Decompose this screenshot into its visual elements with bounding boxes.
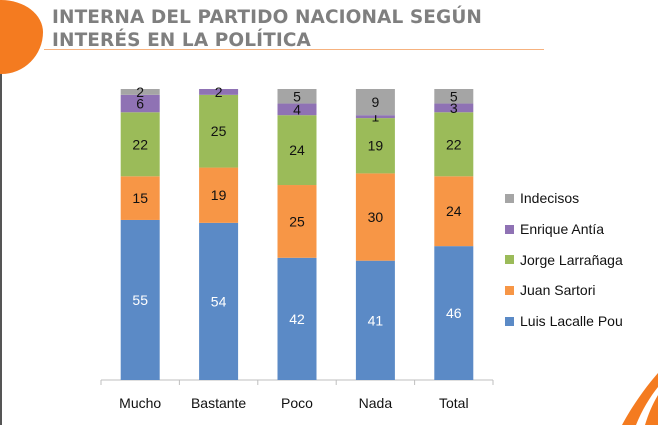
bar-segment-juan-sartori [120, 176, 160, 220]
data-label: 4 [293, 101, 301, 117]
stacked-bar-chart: 55152262Mucho5419252Bastante42252445Poco… [100, 84, 494, 411]
legend-swatch [505, 316, 514, 326]
bar-segment-luis-lacalle-pou [277, 257, 317, 380]
bar-segment-enrique-ant-a [277, 103, 317, 116]
legend-item: Indecisos [505, 183, 645, 214]
bar-segment-jorge-larra-aga [434, 112, 474, 177]
data-label: 2 [136, 84, 144, 100]
legend: Indecisos Enrique Antía Jorge Larrañaga Jua… [505, 183, 645, 336]
data-label: 19 [211, 187, 227, 203]
data-label: 5 [293, 88, 301, 104]
data-label: 1 [372, 109, 380, 125]
data-label: 54 [211, 293, 227, 309]
data-label: 3 [450, 100, 458, 116]
bar-segment-juan-sartori [277, 185, 317, 258]
data-label: 55 [132, 292, 148, 308]
data-label: 2 [215, 84, 223, 100]
data-label: 25 [289, 213, 305, 229]
data-label: 5 [450, 88, 458, 104]
category-label: Total [439, 395, 469, 411]
slide-title: INTERNA DEL PARTIDO NACIONAL SEGÚN INTER… [52, 7, 483, 51]
bar-segment-juan-sartori [355, 173, 395, 261]
bar-segment-luis-lacalle-pou [355, 260, 395, 380]
data-label: 22 [132, 136, 148, 152]
legend-label: Jorge Larrañaga [520, 251, 623, 268]
legend-item: Jorge Larrañaga [505, 244, 645, 275]
legend-item: Enrique Antía [505, 214, 645, 245]
bar-segment-enrique-ant-a [355, 115, 395, 119]
bar-segment-luis-lacalle-pou [434, 246, 474, 380]
legend-swatch [505, 224, 514, 234]
bar-segment-jorge-larra-aga [199, 94, 239, 168]
legend-swatch [505, 255, 514, 265]
data-label: 24 [289, 142, 305, 158]
bar-segment-juan-sartori [199, 167, 239, 223]
legend-label: Indecisos [520, 190, 580, 207]
category-label: Bastante [191, 395, 246, 411]
data-label: 15 [132, 190, 148, 206]
bar-segment-jorge-larra-aga [277, 115, 317, 186]
bar-segment-jorge-larra-aga [355, 118, 395, 174]
legend-swatch [505, 285, 514, 295]
data-label: 42 [289, 311, 305, 327]
legend-swatch [505, 193, 514, 203]
legend-item: Luis Lacalle Pou [505, 306, 645, 337]
bar-segment-luis-lacalle-pou [120, 219, 160, 380]
legend-item: Juan Sartori [505, 275, 645, 306]
bar-segment-indecisos [277, 89, 317, 104]
bar-segment-enrique-ant-a [434, 103, 474, 113]
data-label: 19 [368, 138, 384, 154]
bar-segment-jorge-larra-aga [120, 112, 160, 177]
category-label: Nada [359, 395, 393, 411]
data-label: 41 [368, 312, 384, 328]
orange-swoosh-decoration [622, 373, 658, 425]
category-label: Mucho [119, 395, 161, 411]
slide-left-border [0, 0, 2, 425]
legend-label: Juan Sartori [520, 282, 596, 299]
bar-segment-enrique-ant-a [199, 89, 239, 95]
bar-segment-indecisos [434, 89, 474, 104]
bar-segment-indecisos [355, 89, 395, 116]
data-label: 9 [372, 94, 380, 110]
data-label: 6 [136, 96, 144, 112]
bar-segment-juan-sartori [434, 176, 474, 247]
bar-segment-enrique-ant-a [120, 94, 160, 113]
data-label: 25 [211, 123, 227, 139]
category-label: Poco [281, 395, 313, 411]
data-label: 46 [446, 305, 462, 321]
title-underline [44, 49, 544, 50]
data-label: 24 [446, 203, 462, 219]
data-label: 22 [446, 136, 462, 152]
legend-label: Enrique Antía [520, 221, 605, 238]
bar-segment-luis-lacalle-pou [199, 222, 239, 380]
bar-segment-indecisos [120, 89, 160, 95]
legend-label: Luis Lacalle Pou [520, 313, 623, 330]
data-label: 30 [368, 209, 384, 225]
